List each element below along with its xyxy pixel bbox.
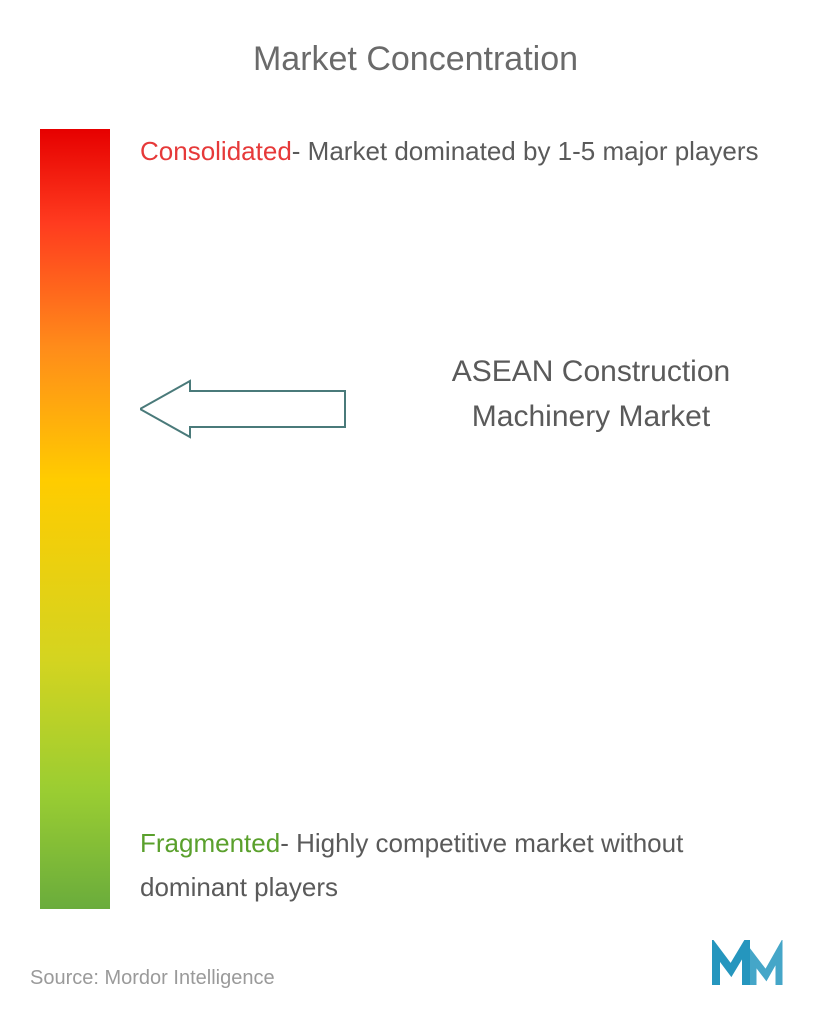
consolidated-label: Consolidated bbox=[140, 136, 292, 166]
source-attribution: Source: Mordor Intelligence bbox=[30, 967, 275, 990]
fragmented-description: Fragmented- Highly competitive market wi… bbox=[140, 821, 781, 909]
consolidated-text: - Market dominated by 1-5 major players bbox=[292, 136, 759, 166]
consolidated-description: Consolidated- Market dominated by 1-5 ma… bbox=[140, 129, 781, 173]
market-name-label: ASEAN Construction Machinery Market bbox=[411, 349, 771, 439]
position-arrow bbox=[140, 379, 350, 429]
mordor-logo bbox=[711, 940, 791, 990]
arrow-icon bbox=[140, 379, 350, 439]
text-area: Consolidated- Market dominated by 1-5 ma… bbox=[110, 129, 801, 909]
infographic-container: Market Concentration bbox=[0, 0, 831, 1010]
logo-icon bbox=[711, 940, 791, 990]
content-area: Consolidated- Market dominated by 1-5 ma… bbox=[30, 129, 801, 909]
gradient-bar-svg bbox=[40, 129, 110, 909]
concentration-gradient-bar bbox=[40, 129, 110, 909]
chart-title: Market Concentration bbox=[30, 40, 801, 79]
fragmented-label: Fragmented bbox=[140, 828, 280, 858]
